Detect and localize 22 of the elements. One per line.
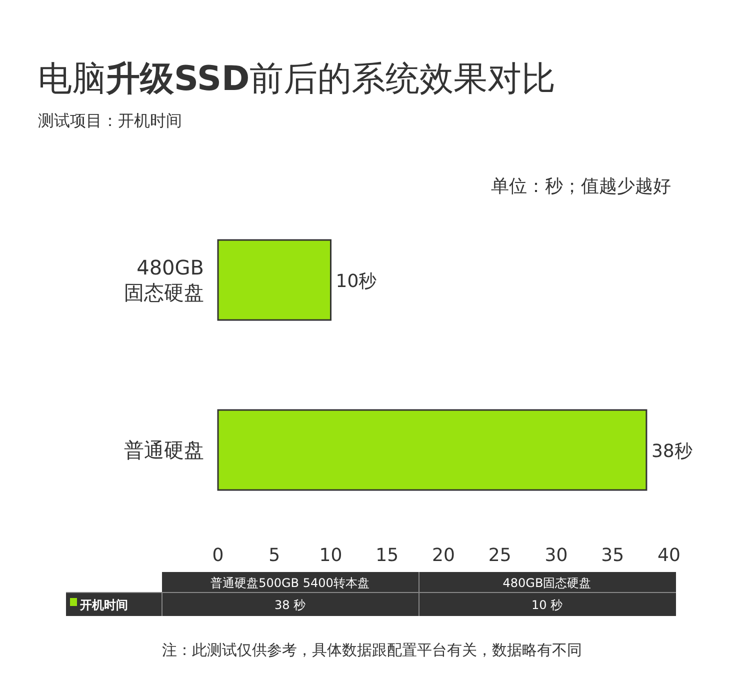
y-tick-label: 480GB 固态硬盘 [124, 256, 204, 304]
chart-title: 电脑升级SSD前后的系统效果对比 [38, 59, 556, 99]
x-tick-label: 40 [658, 545, 680, 566]
x-tick-label: 10 [319, 545, 342, 566]
data-label: 10秒 [336, 271, 377, 292]
text: 480GB固态硬盘 [502, 576, 592, 590]
y-tick-label: 普通硬盘 [124, 438, 204, 462]
text: 开机时间 [79, 598, 128, 612]
x-tick-label: 15 [376, 545, 399, 566]
x-tick-label: 30 [544, 545, 568, 566]
x-tick-label: 25 [488, 545, 512, 566]
text: 10 秒 [531, 598, 563, 612]
data-label: 38秒 [651, 441, 692, 462]
chart-subtitle: 测试项目：开机时间 [38, 111, 182, 130]
x-tick-label: 35 [601, 545, 624, 566]
x-tick-label: 5 [268, 545, 280, 566]
annotation: 单位：秒；值越少越好 [491, 176, 671, 197]
text: 普通硬盘500GB 5400转本盘 [210, 576, 370, 590]
x-tick-label: 20 [432, 545, 455, 566]
text: 38 秒 [274, 598, 306, 612]
text: 注：此测试仅供参考，具体数据跟配置平台有关，数据略有不同 [162, 641, 582, 659]
x-tick-label: 0 [212, 545, 224, 566]
